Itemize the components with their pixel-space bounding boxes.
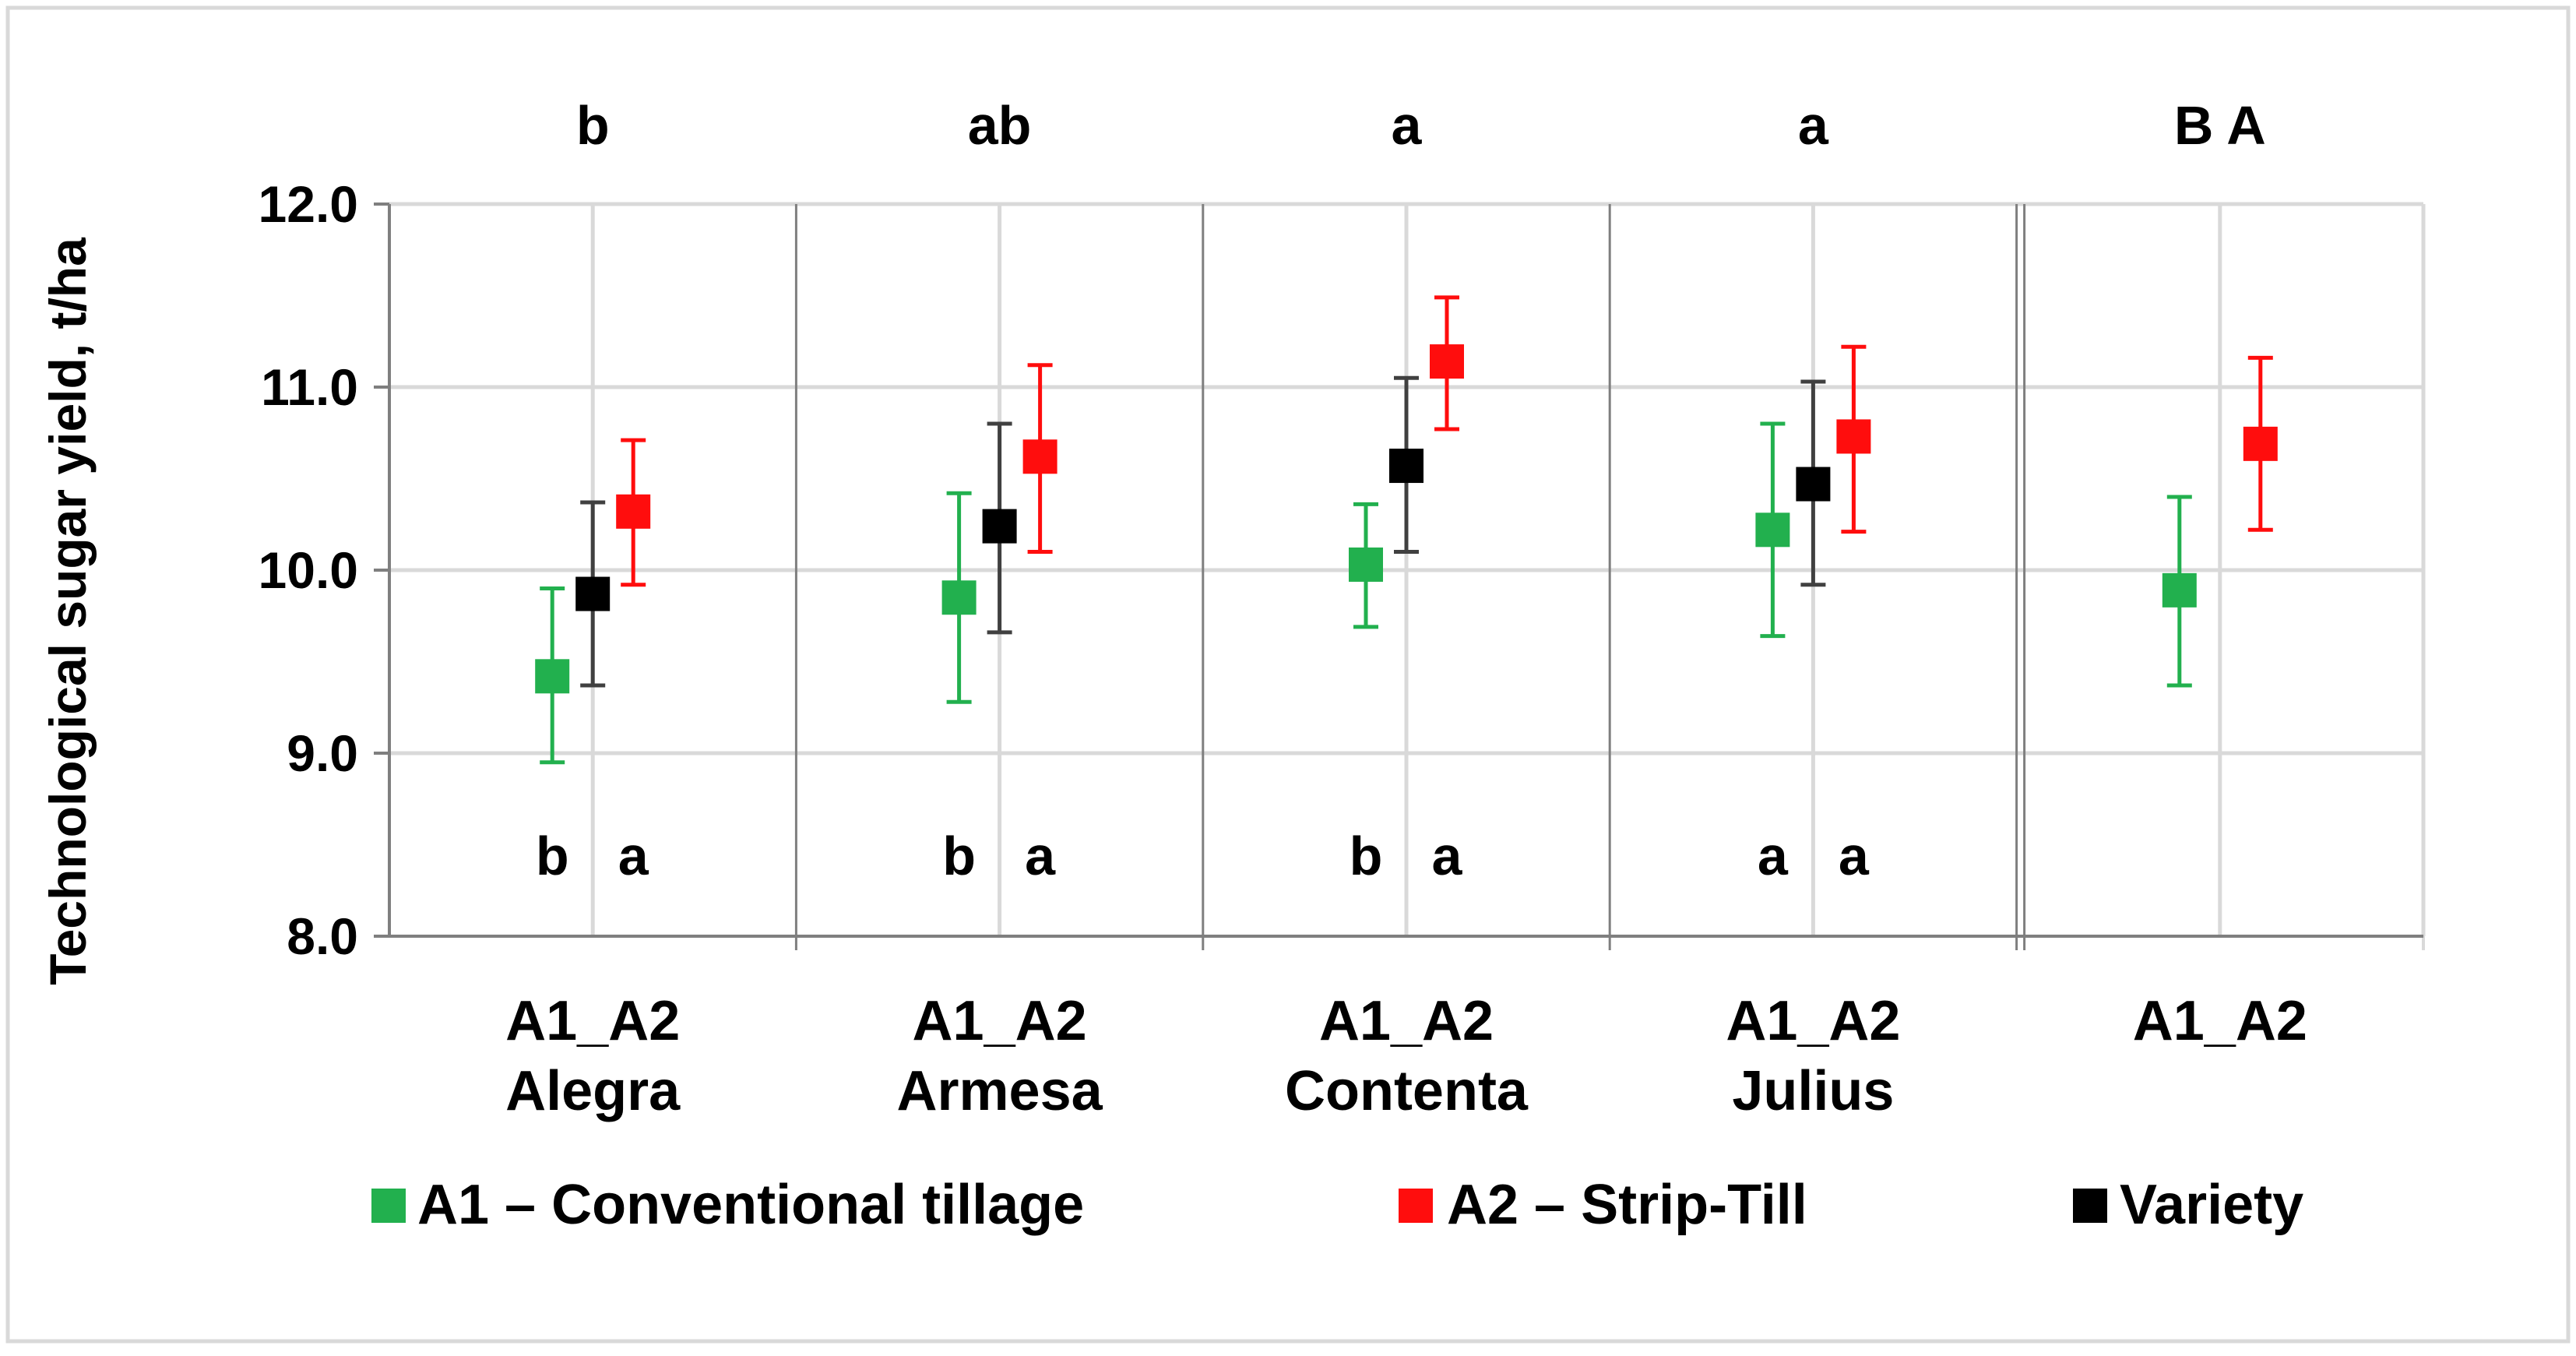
y-tick-label: 12.0	[259, 175, 358, 233]
axes: 8.0 9.0 10.0 11.0 12.0	[259, 175, 2425, 965]
point-A1	[941, 580, 977, 615]
legend-marker-A1	[371, 1189, 406, 1223]
y-tick-label: 9.0	[287, 724, 358, 782]
legend-label-A2: A2 – Strip-Till	[1447, 1174, 1807, 1236]
x-label-line1: A1_A2	[913, 990, 1087, 1052]
legend: A1 – Conventional tillage A2 – Strip-Till…	[371, 1174, 2303, 1236]
outer-frame	[5, 5, 2571, 1344]
legend-marker-A2	[1399, 1189, 1433, 1223]
top-letter: ab	[968, 95, 1032, 156]
x-label-line2: Alegra	[505, 1060, 681, 1122]
point-A1	[535, 659, 570, 694]
point-A1	[1755, 512, 1790, 548]
x-label-line1: A1_A2	[1726, 990, 1900, 1052]
y-tick-label: 10.0	[259, 541, 358, 599]
top-letter: a	[1392, 95, 1423, 156]
point-A2	[2243, 426, 2278, 461]
top-letter: B A	[2174, 95, 2266, 156]
markers	[535, 344, 2278, 694]
y-axis-title: Technological sugar yield, t/ha	[39, 237, 97, 985]
x-label-line1: A1_A2	[1319, 990, 1494, 1052]
legend-label-variety: Variety	[2120, 1174, 2303, 1236]
point-variety	[982, 509, 1017, 544]
point-A2	[616, 494, 651, 529]
bottom-letter: a	[1025, 826, 1056, 886]
group-separators	[794, 204, 2026, 950]
bottom-letter: a	[1839, 826, 1870, 886]
bottom-letter: a	[1758, 826, 1789, 886]
legend-marker-variety	[2073, 1189, 2107, 1223]
bottom-letter: b	[1350, 826, 1383, 886]
point-A2	[1022, 439, 1057, 474]
bottom-letter: a	[618, 826, 649, 886]
point-variety	[575, 576, 611, 611]
legend-label-A1: A1 – Conventional tillage	[417, 1174, 1084, 1236]
x-label-line2: Julius	[1732, 1060, 1894, 1122]
point-variety	[1389, 449, 1423, 484]
point-variety	[1796, 467, 1831, 502]
x-label-line2: Contenta	[1285, 1060, 1529, 1122]
top-letter: a	[1798, 95, 1829, 156]
top-letter: b	[576, 95, 610, 156]
x-label-line1: A1_A2	[505, 990, 680, 1052]
y-tick-label: 11.0	[261, 358, 358, 416]
bottom-letter: b	[942, 826, 976, 886]
bottom-letter: a	[1432, 826, 1463, 886]
x-label-line1: A1_A2	[2133, 990, 2307, 1052]
point-A1	[1349, 547, 1383, 582]
point-A2	[1430, 344, 1464, 379]
point-A1	[2162, 572, 2197, 608]
y-tick-label: 8.0	[287, 907, 358, 965]
x-label-line2: Armesa	[897, 1060, 1103, 1122]
bottom-letter: b	[536, 826, 569, 886]
point-A2	[1836, 419, 1871, 454]
